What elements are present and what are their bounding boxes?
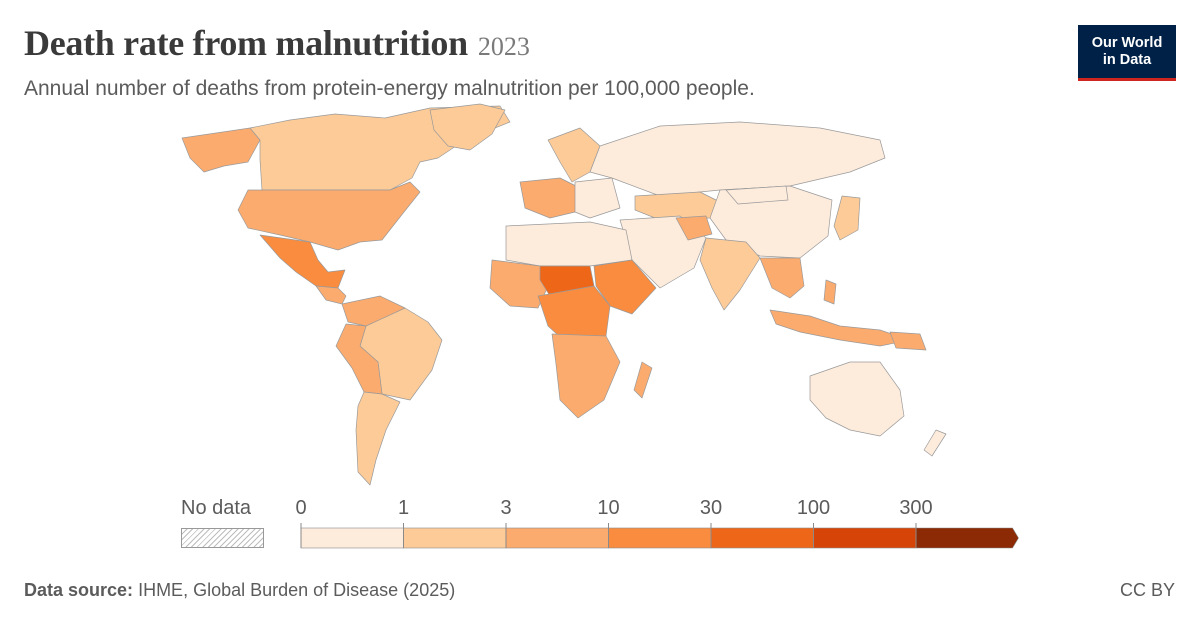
country-india[interactable] bbox=[699, 237, 761, 311]
data-source-text: IHME, Global Burden of Disease (2025) bbox=[138, 580, 456, 600]
country-central-america[interactable] bbox=[315, 285, 347, 305]
country-japan[interactable] bbox=[833, 195, 861, 241]
country-western-europe[interactable] bbox=[519, 177, 581, 219]
legend-bin-3[interactable] bbox=[608, 527, 712, 549]
country-afghanistan[interactable] bbox=[675, 215, 713, 241]
color-legend: No data 0 1 3 10 30 100 300 bbox=[0, 490, 1200, 560]
country-mexico[interactable] bbox=[259, 234, 346, 289]
legend-tick-label: 0 bbox=[295, 497, 307, 519]
legend-tick-label: 3 bbox=[500, 497, 512, 519]
world-map[interactable] bbox=[120, 100, 1120, 490]
legend-bin-6[interactable] bbox=[915, 527, 1019, 549]
country-alaska[interactable] bbox=[181, 127, 261, 173]
legend-bin-1[interactable] bbox=[403, 527, 507, 549]
legend-bin-5[interactable] bbox=[813, 527, 917, 549]
license-link[interactable]: CC BY bbox=[1119, 580, 1175, 600]
no-data-label: No data bbox=[181, 497, 252, 519]
country-north-africa[interactable] bbox=[505, 221, 633, 267]
country-russia[interactable] bbox=[589, 121, 886, 197]
legend-tick-label: 1 bbox=[397, 497, 410, 519]
country-argentina-chile[interactable] bbox=[355, 391, 401, 486]
country-eastern-europe[interactable] bbox=[574, 177, 621, 219]
country-greenland[interactable] bbox=[429, 103, 506, 151]
legend-tick-label: 30 bbox=[699, 497, 723, 519]
legend-tick-label: 300 bbox=[899, 497, 933, 519]
country-papua-new-guinea[interactable] bbox=[889, 331, 927, 351]
country-usa[interactable] bbox=[237, 181, 421, 251]
legend-bin-0[interactable] bbox=[300, 527, 404, 549]
country-horn-of-africa[interactable] bbox=[593, 259, 657, 315]
data-source: Data source: IHME, Global Burden of Dise… bbox=[24, 580, 455, 601]
country-kazakhstan[interactable] bbox=[634, 191, 721, 221]
chart-header: Death rate from malnutrition 2023 bbox=[24, 22, 530, 64]
owid-logo[interactable]: Our World in Data bbox=[1078, 25, 1176, 81]
year-label: 2023 bbox=[477, 32, 530, 61]
country-australia[interactable] bbox=[809, 361, 905, 437]
legend-tick-label: 100 bbox=[796, 497, 831, 519]
country-southeast-asia[interactable] bbox=[759, 257, 805, 299]
legend-bin-4[interactable] bbox=[710, 527, 814, 549]
page-title: Death rate from malnutrition bbox=[24, 23, 468, 63]
subtitle: Annual number of deaths from protein-ene… bbox=[24, 77, 755, 100]
legend-bar[interactable] bbox=[0, 490, 1200, 560]
country-mongolia[interactable] bbox=[725, 185, 789, 205]
logo-line-2: in Data bbox=[1102, 51, 1152, 68]
country-indonesia[interactable] bbox=[769, 309, 911, 347]
country-scandinavia[interactable] bbox=[547, 127, 601, 183]
country-new-zealand[interactable] bbox=[923, 429, 947, 457]
logo-line-1: Our World bbox=[1091, 34, 1163, 51]
country-philippines[interactable] bbox=[823, 279, 837, 305]
legend-tick-label: 10 bbox=[597, 497, 620, 519]
legend-bin-2[interactable] bbox=[505, 527, 609, 549]
country-madagascar[interactable] bbox=[633, 361, 653, 399]
country-southern-africa[interactable] bbox=[551, 333, 621, 419]
data-source-label: Data source: bbox=[24, 580, 134, 600]
no-data-swatch[interactable] bbox=[181, 528, 264, 548]
